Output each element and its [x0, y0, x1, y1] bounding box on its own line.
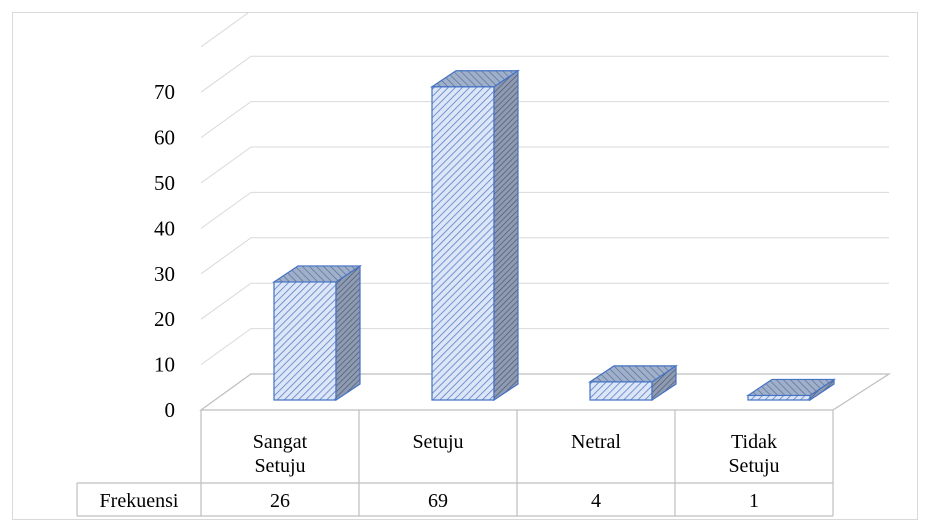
table-row-label: Frekuensi	[100, 490, 179, 512]
x-tick-label: Setuju	[412, 431, 463, 453]
y-tick-label: 10	[154, 353, 175, 377]
gridline	[200, 282, 889, 320]
bar-front	[431, 86, 495, 401]
table-value: 1	[749, 490, 759, 512]
gridline	[200, 191, 889, 229]
bar	[430, 69, 520, 402]
bar-top	[272, 265, 362, 283]
x-tick-label: Sangat	[253, 431, 308, 453]
y-tick-label: 0	[165, 398, 176, 422]
table-value: 26	[270, 490, 290, 512]
chart-area: 0 10 20 30 40 50 60 70 Frekuensi Sangat Setuju 26 S…	[12, 10, 918, 520]
y-tick-label: 70	[154, 80, 175, 104]
floor-plane	[199, 373, 892, 411]
x-tick-label: Setuju	[254, 455, 305, 477]
table-value: 69	[428, 490, 448, 512]
bar-top	[746, 378, 836, 397]
y-tick-label: 20	[154, 307, 175, 331]
y-tick-label: 60	[154, 126, 175, 150]
bar	[588, 364, 678, 402]
x-tick-label: Tidak	[731, 431, 777, 453]
chart-floor	[199, 373, 892, 411]
gridline	[200, 55, 889, 93]
x-tick-label: Setuju	[728, 455, 779, 477]
bar-side	[335, 264, 361, 402]
gridline	[200, 328, 889, 366]
bar-top	[430, 70, 520, 88]
y-tick-label: 30	[154, 262, 175, 286]
gridline	[200, 10, 889, 48]
bar	[746, 378, 836, 402]
y-tick-label: 50	[154, 171, 175, 195]
bar-side	[493, 69, 519, 402]
bar-top	[588, 365, 678, 383]
table-value: 4	[591, 490, 601, 512]
x-tick-label: Netral	[571, 431, 621, 453]
bar	[272, 264, 362, 402]
y-tick-label: 40	[154, 216, 175, 240]
bars	[272, 69, 836, 402]
y-axis-ticks: 0 10 20 30 40 50 60 70	[154, 80, 175, 422]
gridline	[200, 146, 889, 184]
gridline	[200, 237, 889, 275]
bar-front	[273, 281, 337, 401]
data-table: FrekuensiSangatSetuju26Setuju69Netral4Ti…	[76, 410, 834, 517]
bar-front	[589, 381, 653, 401]
gridline	[200, 101, 889, 139]
bar-front	[747, 394, 811, 401]
